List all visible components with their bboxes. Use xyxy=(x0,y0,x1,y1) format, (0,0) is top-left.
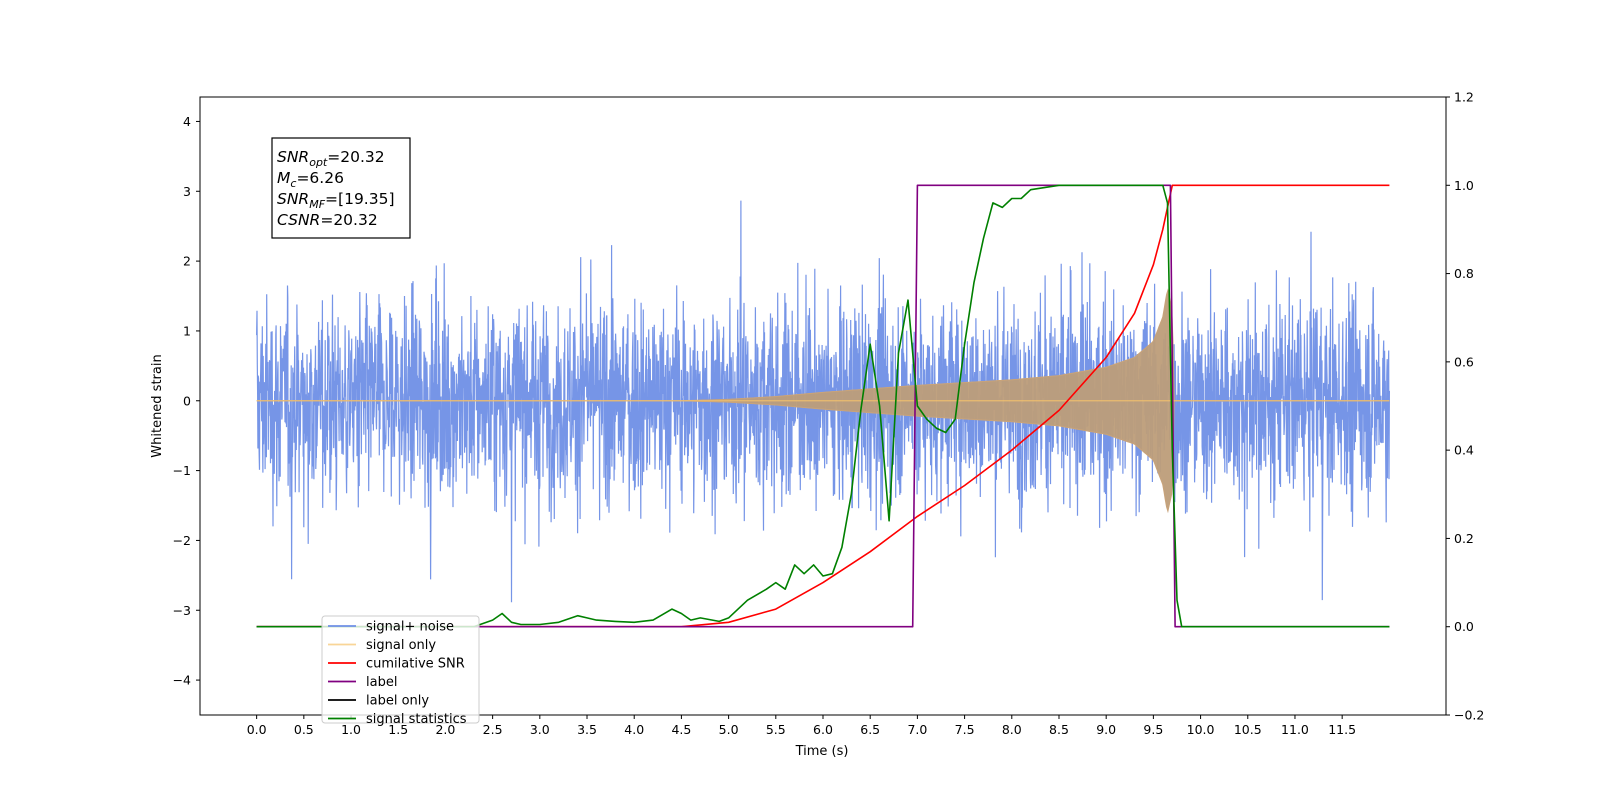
y-left-tick-label: −3 xyxy=(173,603,191,618)
legend-label: signal only xyxy=(366,638,436,653)
legend-label: label only xyxy=(366,694,429,709)
x-tick-label: 6.5 xyxy=(860,722,880,737)
y-right-tick-label: 1.0 xyxy=(1454,178,1474,193)
annotation-line: SNRMF=[19.35] xyxy=(277,190,395,211)
y-right-tick-label: −0.2 xyxy=(1454,708,1484,723)
y-right-tick-label: 0.6 xyxy=(1454,354,1474,369)
y-left-tick-label: 0 xyxy=(183,393,191,408)
annotation-box: SNRopt=20.32Mc=6.26SNRMF=[19.35]CSNR=20.… xyxy=(271,137,411,239)
y-right-tick-label: 0.4 xyxy=(1454,443,1474,458)
y-left-tick-label: 1 xyxy=(183,323,191,338)
x-tick-label: 8.5 xyxy=(1049,722,1069,737)
series-layer xyxy=(256,184,1390,628)
x-tick-label: 1.5 xyxy=(388,722,408,737)
x-tick-label: 9.5 xyxy=(1143,722,1163,737)
x-tick-label: 5.5 xyxy=(766,722,786,737)
x-tick-label: 0.5 xyxy=(294,722,314,737)
x-tick-label: 8.0 xyxy=(1002,722,1022,737)
y-left-tick-label: −4 xyxy=(173,673,191,688)
x-tick-label: 9.0 xyxy=(1096,722,1116,737)
y-axis-left-ticks: 4 3 2 1 0 −1 −2 −3 −4 xyxy=(173,114,200,688)
y-axis-right-ticks: 1.2 1.0 0.8 0.6 0.4 0.2 0.0 −0.2 xyxy=(1446,90,1484,723)
y-left-tick-label: −1 xyxy=(173,463,191,478)
x-axis-ticks: 0.0 0.5 1.0 1.5 2.0 2.5 3.0 3.5 4.0 4.5 5.0 5.5 6.0 6… xyxy=(247,715,1356,737)
y-left-tick-label: 3 xyxy=(183,184,191,199)
x-tick-label: 11.5 xyxy=(1328,722,1356,737)
x-tick-label: 1.0 xyxy=(341,722,361,737)
x-tick-label: 6.0 xyxy=(813,722,833,737)
y-right-tick-label: 1.2 xyxy=(1454,90,1474,105)
y-left-tick-label: 4 xyxy=(183,114,191,129)
x-tick-label: 3.5 xyxy=(577,722,597,737)
legend-label: cumilative SNR xyxy=(366,657,465,672)
y-right-tick-label: 0.2 xyxy=(1454,531,1474,546)
x-axis-label: Time (s) xyxy=(795,744,849,759)
x-tick-label: 2.0 xyxy=(435,722,455,737)
legend-label: label xyxy=(366,675,397,690)
x-tick-label: 2.5 xyxy=(483,722,503,737)
legend-label: signal+ noise xyxy=(366,620,454,635)
y-left-tick-label: 2 xyxy=(183,254,191,269)
series-signal-statistics xyxy=(256,184,1390,628)
y-left-tick-label: −2 xyxy=(173,533,191,548)
x-tick-label: 11.0 xyxy=(1281,722,1309,737)
legend: signal+ noise signal only cumilative SNR la… xyxy=(321,615,480,727)
x-tick-label: 7.0 xyxy=(907,722,927,737)
x-tick-label: 0.0 xyxy=(247,722,267,737)
annotation-line: CSNR=20.32 xyxy=(277,211,378,229)
x-tick-label: 10.0 xyxy=(1187,722,1215,737)
y-axis-label: Whitened strain xyxy=(150,354,165,457)
annotation-line: Mc=6.26 xyxy=(277,169,344,190)
legend-label: signal statistics xyxy=(366,712,467,727)
y-right-tick-label: 0.0 xyxy=(1454,619,1474,634)
x-tick-label: 4.0 xyxy=(624,722,644,737)
x-tick-label: 7.5 xyxy=(955,722,975,737)
series-signal-noise xyxy=(256,200,1390,603)
x-tick-label: 4.5 xyxy=(671,722,691,737)
x-tick-label: 3.0 xyxy=(530,722,550,737)
series-cumulative-snr xyxy=(256,184,1390,628)
x-tick-label: 10.5 xyxy=(1234,722,1262,737)
y-right-tick-label: 0.8 xyxy=(1454,266,1474,281)
annotation-line: SNRopt=20.32 xyxy=(277,148,385,169)
x-tick-label: 5.0 xyxy=(719,722,739,737)
